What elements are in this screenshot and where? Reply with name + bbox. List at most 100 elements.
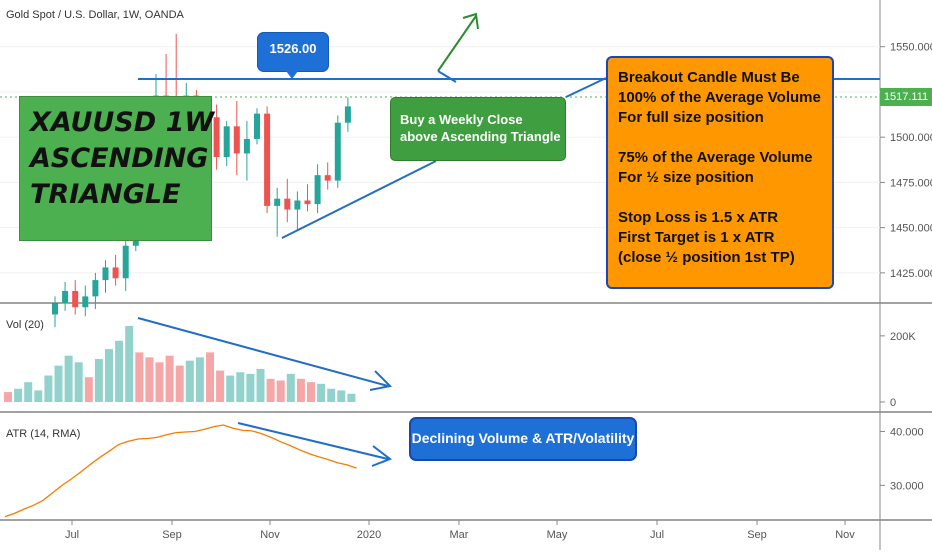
volume-bar: [64, 355, 73, 402]
volume-bar: [236, 372, 245, 402]
rules-connector-line: [565, 77, 607, 98]
ascending-support-line[interactable]: [281, 160, 437, 239]
volume-bar: [327, 388, 336, 402]
candle-body: [92, 280, 99, 297]
candle-body: [233, 126, 240, 154]
rules-line-1: Breakout Candle Must Be: [618, 69, 800, 86]
volume-bar: [125, 325, 134, 402]
rules-line-5: 75% of the Average Volume: [618, 149, 813, 166]
breakout-arrow-head: [462, 12, 479, 30]
time-tick-label: Sep: [162, 529, 182, 541]
buy-callout-line-2: above Ascending Triangle: [400, 129, 561, 144]
volume-tick-label: 0: [890, 397, 896, 409]
symbol-title: Gold Spot / U.S. Dollar, 1W, OANDA: [6, 9, 184, 21]
price-tick-label: 1550.000: [890, 42, 932, 54]
volume-bar: [226, 375, 235, 402]
volume-bar: [105, 349, 113, 402]
time-tick-label: Jul: [650, 529, 664, 541]
price-tick-label: 1450.000: [890, 223, 932, 235]
time-tick-label: May: [547, 529, 568, 541]
candle-body: [254, 113, 260, 139]
volume-bar: [175, 365, 184, 402]
candle-body: [122, 245, 129, 279]
atr-trend-line[interactable]: [237, 422, 389, 460]
candle-body: [304, 200, 311, 205]
rules-line-6: For ½ size position: [618, 169, 754, 186]
volume-trend-line[interactable]: [137, 317, 389, 387]
volume-tick-label: 200K: [890, 331, 916, 343]
volume-bar: [317, 383, 326, 402]
candle-body: [223, 126, 230, 158]
atr-series: [4, 424, 357, 518]
rules-line-2: 100% of the Average Volume: [618, 89, 821, 106]
volume-bar: [206, 352, 214, 402]
volume-bar: [246, 373, 255, 402]
volume-bar: [4, 392, 12, 402]
volume-bar: [135, 352, 144, 402]
atr-axis: 40.000 30.000: [880, 426, 924, 492]
time-tick-label: Nov: [260, 529, 280, 541]
volume-bar: [54, 365, 63, 402]
resistance-price-callout[interactable]: 1526.00: [257, 32, 329, 79]
volume-bar: [14, 388, 23, 402]
candle-body: [62, 290, 69, 304]
volume-bar: [84, 377, 93, 402]
volume-bar: [155, 362, 164, 402]
candle-body: [274, 198, 281, 206]
buy-callout[interactable]: Buy a Weekly Close above Ascending Trian…: [390, 97, 566, 161]
time-tick-label: 2020: [357, 529, 381, 541]
candle-body: [264, 113, 271, 206]
volume-pane-title: Vol (20): [6, 319, 44, 331]
volume-bar: [34, 390, 43, 402]
volume-bar: [307, 382, 315, 402]
candle-body: [102, 267, 109, 281]
volume-bar: [74, 362, 83, 402]
atr-line: [4, 424, 357, 518]
title-line-1: XAUUSD 1W: [30, 107, 215, 138]
volume-bar: [347, 393, 356, 402]
candle-body: [334, 122, 341, 181]
breakout-pullback-line: [437, 70, 457, 83]
candle-body: [314, 175, 321, 205]
price-tick-label: 1475.000: [890, 177, 932, 189]
title-box: XAUUSD 1W ASCENDING TRIANGLE: [19, 96, 215, 241]
candle-body: [243, 138, 250, 154]
volume-bar: [145, 357, 154, 402]
candle-body: [294, 200, 301, 210]
title-line-2: ASCENDING: [30, 143, 209, 174]
volume-axis: 200K 0: [880, 331, 916, 409]
volume-bar: [195, 357, 204, 402]
time-tick-label: Jul: [65, 529, 79, 541]
atr-tick-label: 30.000: [890, 480, 924, 492]
breakout-arrow[interactable]: [437, 15, 477, 72]
candle-body: [112, 267, 119, 279]
rules-line-10: (close ½ position 1st TP): [618, 249, 795, 266]
rules-line-9: First Target is 1 x ATR: [618, 229, 775, 246]
volume-bar: [276, 380, 285, 402]
current-price-tag: 1517.111: [880, 88, 932, 106]
volume-bar: [256, 368, 265, 402]
volume-bar: [216, 370, 225, 402]
time-axis: Jul Sep Nov 2020 Mar May Jul Sep Nov: [65, 520, 855, 541]
time-tick-label: Sep: [747, 529, 767, 541]
atr-trend-arrow-head: [371, 445, 393, 467]
candle-body: [324, 175, 331, 181]
candle-body: [213, 117, 220, 158]
candle-body: [284, 198, 291, 210]
candle-body: [344, 106, 351, 123]
price-axis: 1550.0001525.0001500.0001475.0001450.000…: [880, 42, 932, 280]
time-tick-label: Nov: [835, 529, 855, 541]
rules-line-3: For full size position: [618, 109, 764, 126]
price-tick-label: 1500.000: [890, 132, 932, 144]
atr-tick-label: 40.000: [890, 426, 924, 438]
atr-pane-title: ATR (14, RMA): [6, 428, 81, 440]
volume-bar: [296, 378, 305, 402]
candle-body: [52, 303, 58, 315]
buy-callout-line-1: Buy a Weekly Close: [400, 112, 523, 127]
declining-callout[interactable]: Declining Volume & ATR/Volatility: [409, 417, 637, 461]
volume-bar: [337, 390, 346, 402]
candle-body: [72, 290, 79, 308]
rules-callout[interactable]: Breakout Candle Must Be 100% of the Aver…: [606, 56, 834, 289]
volume-bar: [44, 375, 53, 402]
